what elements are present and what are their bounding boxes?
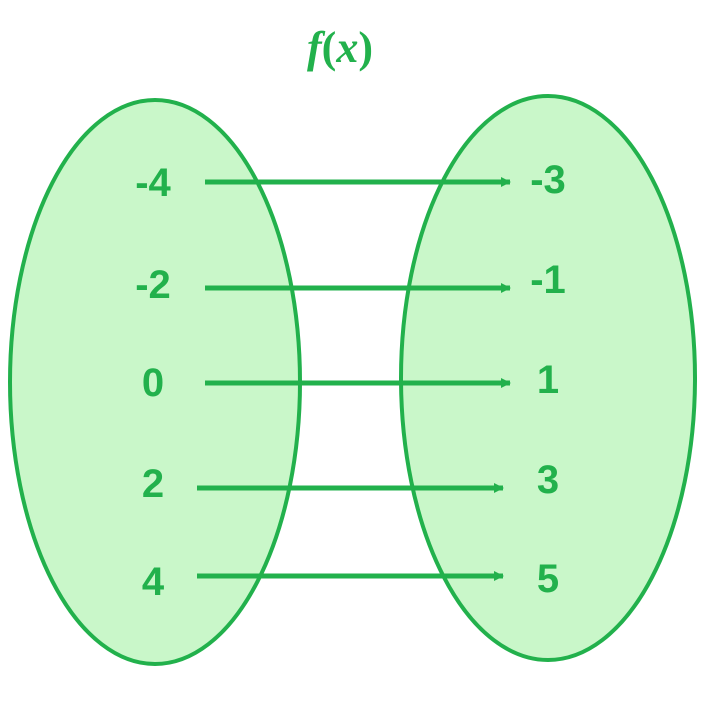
domain-value: -2	[135, 263, 171, 307]
range-value: 3	[537, 458, 559, 502]
range-value: 5	[537, 557, 559, 601]
function-open-paren: (	[322, 23, 337, 72]
function-title: f(x)	[307, 23, 373, 72]
domain-labels: -4 -2 0 2 4	[135, 161, 171, 604]
domain-value: -4	[135, 161, 171, 205]
function-close-paren: )	[358, 23, 373, 72]
range-value: -1	[530, 258, 566, 302]
domain-value: 4	[142, 560, 165, 604]
range-value: 1	[537, 358, 559, 402]
mapping-arrows	[197, 177, 511, 581]
domain-value: 2	[142, 462, 164, 506]
function-variable: x	[335, 23, 358, 72]
domain-value: 0	[142, 361, 164, 405]
function-name: f	[307, 23, 326, 72]
range-ellipse	[399, 94, 697, 662]
range-labels: -3 -1 1 3 5	[530, 158, 566, 601]
range-value: -3	[530, 158, 566, 202]
